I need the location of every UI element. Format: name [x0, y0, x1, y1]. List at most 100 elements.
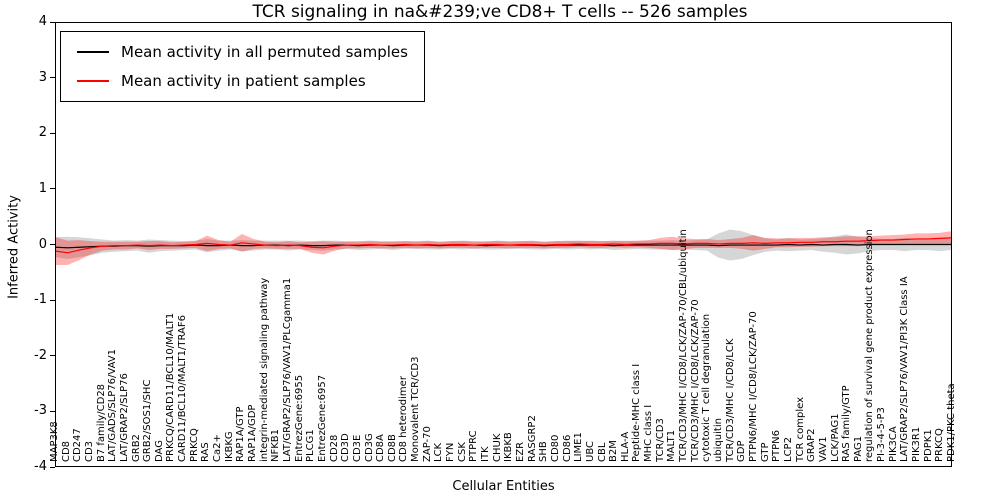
- x-category-label: IKBKG: [223, 431, 235, 462]
- chart-title: TCR signaling in na&#239;ve CD8+ T cells…: [252, 2, 748, 22]
- x-category-label: MALT1: [666, 429, 678, 462]
- x-category-label: EZR: [514, 441, 526, 462]
- x-category-label: MAP3K8: [49, 421, 60, 462]
- x-category-label: CD8 heterodimer: [398, 376, 410, 462]
- x-category-label: PDPK1: [922, 429, 934, 462]
- x-category-label: PDK1/PKC theta: [946, 383, 957, 462]
- x-category-label: TCR/CD3/MHC I/CD8/LCK/ZAP-70: [689, 299, 701, 462]
- x-category-label: LAT/GRAP2/SLP76/VAV1/PI3K Class IA: [899, 276, 911, 462]
- plot-area: Mean activity in all permuted samples Me…: [55, 22, 952, 467]
- x-category-label: LAT/GRAP2/SLP76/VAV1/PLCgamma1: [281, 277, 293, 462]
- x-category-label: ubiquitin: [713, 418, 724, 462]
- x-category-label: SHB: [538, 441, 550, 462]
- x-category-label: PRKCQ/CARD11/BCL10/MALT1: [165, 312, 177, 462]
- y-tick-mark: [50, 410, 55, 412]
- legend: Mean activity in all permuted samples Me…: [60, 31, 425, 102]
- x-category-label: EntrezGene:6955: [293, 374, 305, 462]
- x-category-label: Monovalent TCR/CD3: [410, 356, 422, 462]
- x-category-label: IKBKB: [503, 432, 515, 462]
- x-category-label: PRKCQ: [934, 428, 946, 462]
- x-category-label: CD3D: [340, 433, 352, 462]
- x-category-label: TCR/CD3/MHC I/CD8/LCK: [724, 338, 736, 462]
- x-category-label: EntrezGene:6957: [316, 374, 328, 462]
- x-category-label: ITK: [480, 446, 492, 462]
- x-category-label: GDP: [736, 440, 748, 462]
- x-category-label: PTPN6/MHC I/CD8/LCK/ZAP-70: [747, 311, 759, 462]
- x-category-label: CD3E: [351, 434, 363, 462]
- y-tick-mark: [50, 355, 55, 357]
- x-category-label: CD8A: [375, 434, 387, 462]
- y-tick-mark: [50, 466, 55, 468]
- x-category-label: PLCG1: [305, 429, 317, 462]
- y-tick-label: -1: [34, 292, 47, 308]
- x-category-label: PI-3-4-5-P3: [876, 407, 888, 462]
- legend-item-permuted: Mean activity in all permuted samples: [77, 43, 408, 61]
- y-tick-label: -2: [34, 347, 47, 363]
- x-category-label: TCR/CD3/MHC I/CD8/LCK/ZAP-70/CBL/ubiquit…: [678, 229, 690, 462]
- permuted-line-swatch: [77, 51, 109, 53]
- y-tick-mark: [50, 299, 55, 301]
- x-category-label: CD80: [549, 434, 561, 462]
- x-category-label: GRB2: [130, 434, 142, 462]
- legend-label-permuted: Mean activity in all permuted samples: [121, 43, 408, 61]
- x-category-label: CD3G: [363, 433, 375, 462]
- x-category-label: PIK3R1: [911, 426, 923, 462]
- x-category-label: PAG1: [852, 435, 864, 462]
- y-tick-mark: [50, 244, 55, 245]
- x-category-label: CHUK: [491, 433, 503, 462]
- x-category-label: ZAP-70: [421, 426, 433, 462]
- x-category-label: LIME1: [573, 432, 585, 462]
- x-category-label: CD247: [72, 428, 84, 462]
- x-category-label: MHC class I: [643, 404, 655, 462]
- x-category-label: PIK3CA: [887, 426, 899, 462]
- x-category-label: PTPRC: [468, 430, 480, 462]
- x-category-label: Ca2+: [212, 434, 224, 462]
- y-tick-label: 3: [38, 69, 47, 85]
- x-category-label: integrin-mediated signaling pathway: [258, 277, 270, 462]
- x-category-label: LAT/GADS/SLP76/VAV1: [107, 349, 119, 462]
- y-tick-mark: [50, 188, 55, 190]
- mean-activity-line: [56, 237, 951, 254]
- x-category-label: GRB2/SOS1/SHC: [142, 379, 154, 462]
- x-category-label: CSK: [456, 442, 468, 462]
- x-category-label: LCK: [433, 442, 445, 462]
- x-category-label: RASGRP2: [526, 415, 538, 462]
- x-category-label: RAS: [200, 442, 212, 462]
- y-tick-label: 1: [38, 180, 47, 196]
- x-category-label: RAP1A/GDP: [247, 404, 259, 462]
- x-category-label: HLA-A: [619, 431, 631, 462]
- x-category-label: CBL: [596, 442, 608, 462]
- x-category-label: LAT/GRAP2/SLP76: [118, 373, 130, 462]
- x-category-label: cytotoxic T cell degranulation: [701, 313, 713, 462]
- x-category-label: GTP: [759, 442, 771, 462]
- x-category-label: CD86: [561, 434, 573, 462]
- confidence-band: [56, 231, 951, 265]
- x-category-label: regulation of survival gene product expr…: [864, 229, 876, 462]
- x-category-label: PRKCQ: [188, 428, 200, 462]
- patient-line-swatch: [77, 80, 109, 82]
- x-category-label: CARD11/BCL10/MALT1/TRAF6: [177, 314, 189, 462]
- y-tick-mark: [50, 21, 55, 23]
- x-axis-title: Cellular Entities: [452, 479, 555, 494]
- x-category-label: PTPN6: [771, 429, 783, 462]
- y-tick-label: -4: [34, 459, 47, 474]
- x-category-label: DAG: [153, 440, 165, 462]
- x-category-label: VAV1: [817, 436, 829, 462]
- x-category-label: RAP1A/GTP: [235, 406, 247, 462]
- x-category-label: FYN: [445, 442, 457, 462]
- x-category-label: CD8: [60, 440, 72, 462]
- x-category-label: UBC: [584, 441, 596, 462]
- x-category-label: GRAP2: [806, 428, 818, 462]
- y-tick-label: 2: [38, 125, 47, 141]
- y-tick-label: -3: [34, 403, 47, 419]
- y-tick-mark: [50, 77, 55, 79]
- y-tick-label: 0: [38, 236, 47, 252]
- x-category-label: TCR/CD3: [654, 418, 666, 462]
- x-category-label: B7 family/CD28: [95, 383, 107, 462]
- x-category-label: CD3: [83, 440, 95, 462]
- x-category-label: LCP2: [782, 437, 794, 462]
- x-category-label: NFKB1: [270, 428, 282, 462]
- legend-label-patient: Mean activity in patient samples: [121, 72, 366, 90]
- plot-canvas: [56, 229, 951, 265]
